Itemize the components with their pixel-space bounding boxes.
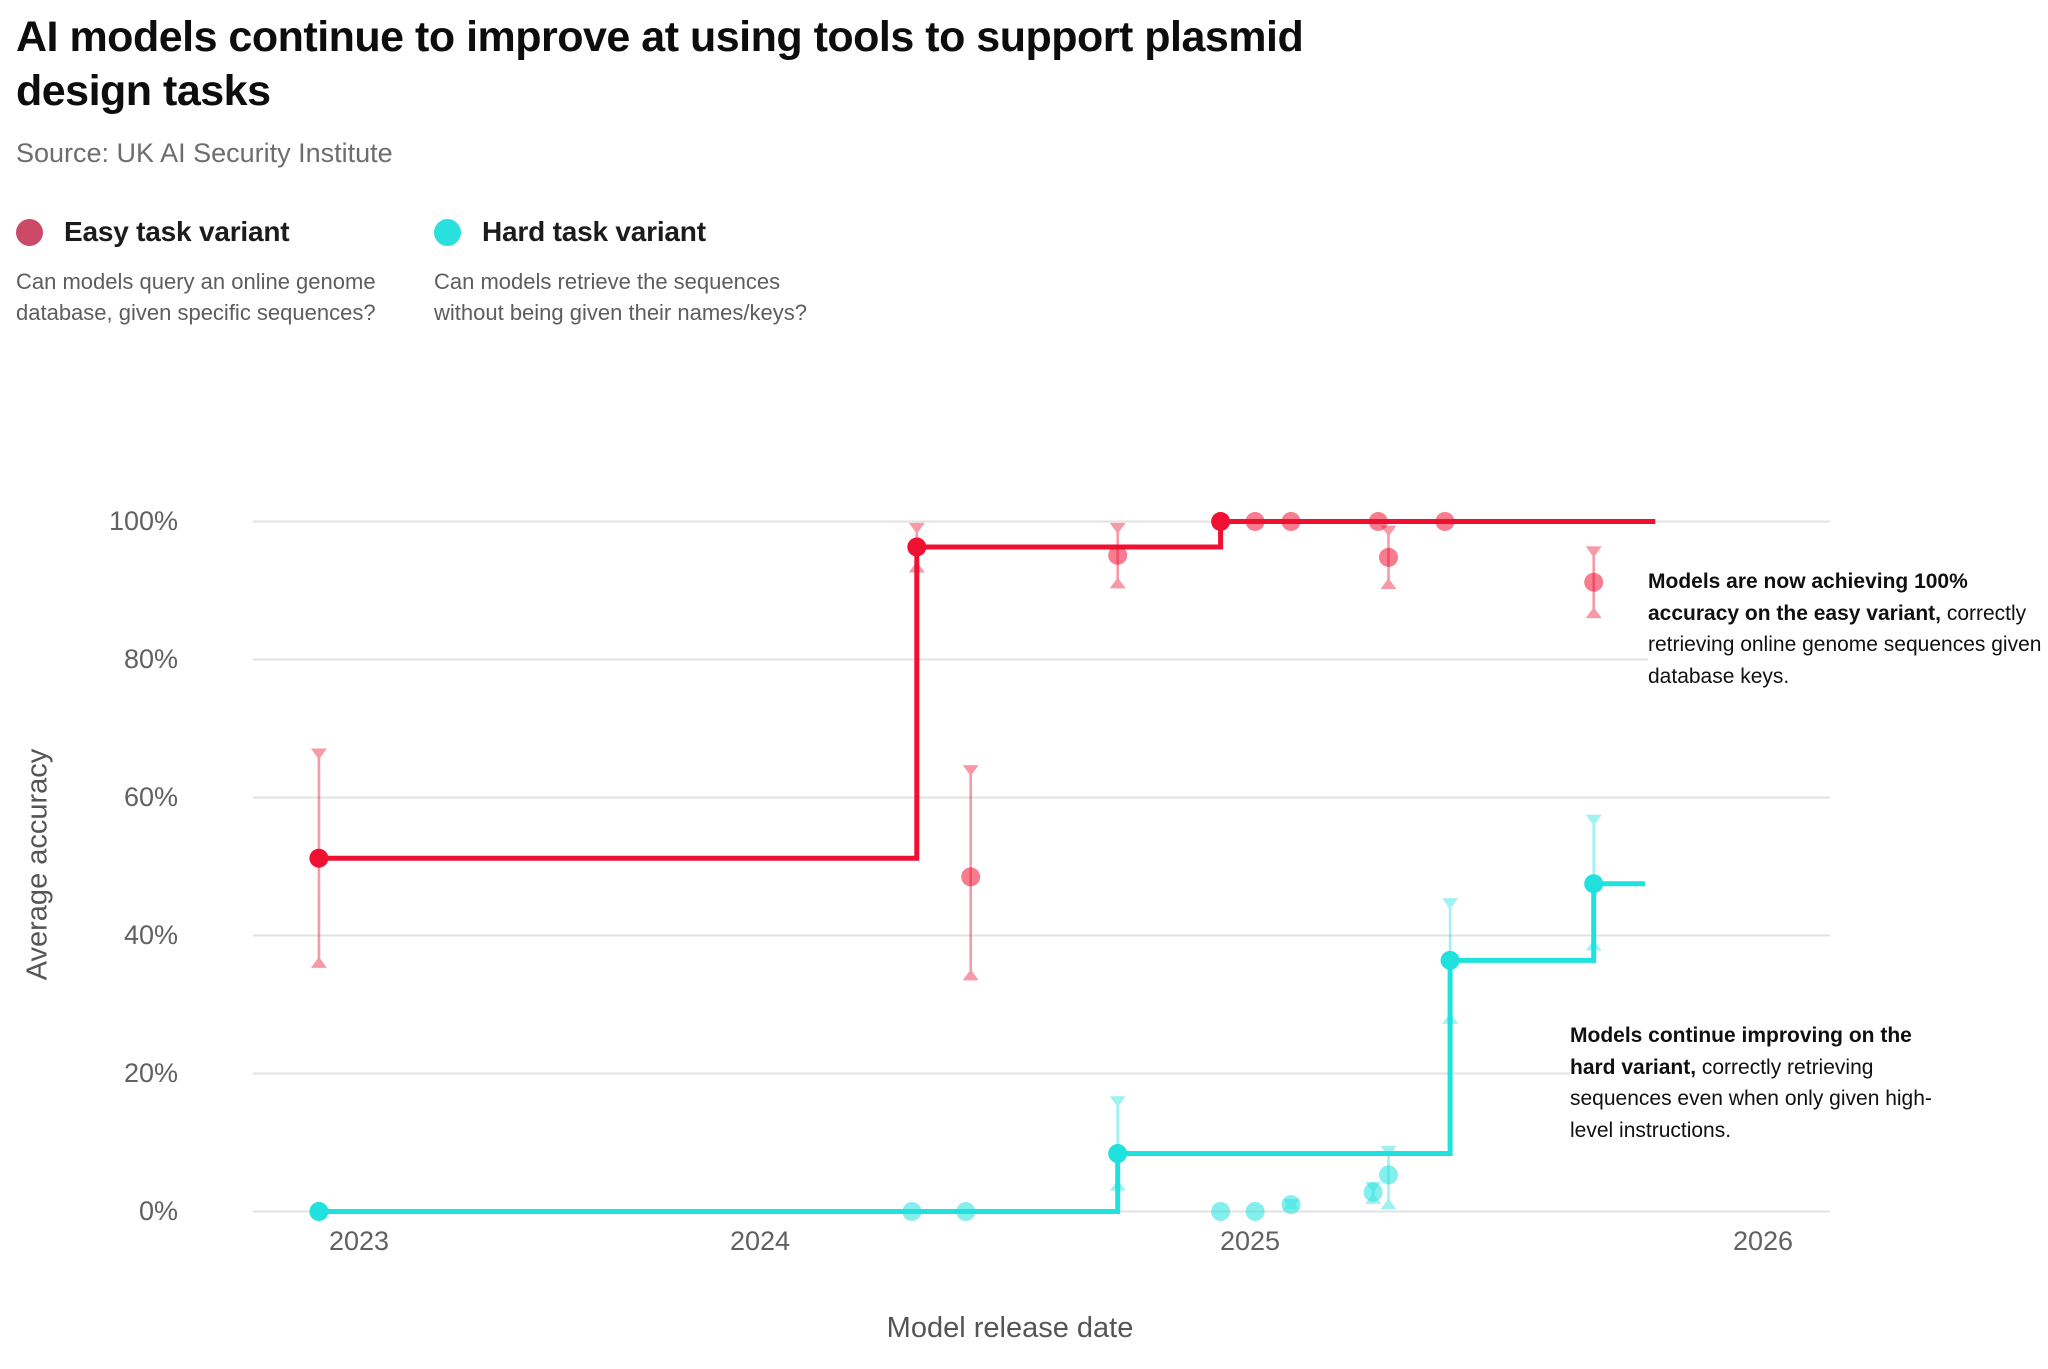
y-tick-label-40%: 40% [123,919,178,950]
y-tick-label-100%: 100% [108,505,178,536]
data-point [1211,1202,1231,1221]
y-tick-label-20%: 20% [123,1057,178,1088]
step-line [318,519,1656,861]
data-point [1108,1144,1128,1164]
x-axis-title: Model release date [886,1312,1134,1344]
legend-desc-easy: Can models query an online genome databa… [16,269,376,326]
annotation-hard-variant: Models continue improving on the hard va… [1570,1020,1962,1146]
data-point [1379,1165,1399,1185]
annotation-easy-variant: Models are now achieving 100% accuracy o… [1648,566,2044,692]
data-point [961,867,981,887]
series-1-other-models [961,512,1604,981]
easy-series-dot-icon [16,218,43,246]
x-tick-label-2024: 2024 [729,1226,791,1256]
source-text: Source: UK AI Security Institute [16,138,393,168]
page-title-line-1: AI models continue to improve at using t… [16,13,1304,61]
step-line [318,881,1646,1214]
legend-item-easy: Easy task variant Can models query an on… [16,216,376,328]
x-tick-label-2025: 2025 [1219,1226,1281,1256]
y-axis-title: Average accuracy [21,748,54,981]
data-point [1363,1182,1383,1202]
data-point [1108,545,1128,565]
series-2-frontier [309,814,1646,1221]
series-3-other-models [902,1145,1399,1221]
page-title: AI models continue to improve at using t… [16,10,1304,118]
data-point [1211,512,1231,531]
data-point [1435,512,1455,531]
data-point [1281,512,1301,531]
data-point [956,1202,976,1221]
data-point [309,848,329,868]
y-tick-label-80%: 80% [123,643,178,674]
legend-label-easy: Easy task variant [64,216,290,247]
legend-item-hard: Hard task variant Can models retrieve th… [434,216,807,328]
legend-label-hard: Hard task variant [482,216,706,247]
data-point [1281,1195,1301,1215]
data-point [1245,512,1265,531]
y-tick-label-0%: 0% [138,1195,178,1226]
data-point [1440,950,1460,970]
data-point [902,1202,922,1221]
legend-desc-hard: Can models retrieve the sequences withou… [434,269,807,326]
data-point [1245,1202,1265,1221]
data-point [1379,547,1399,567]
data-point [309,1202,329,1221]
y-tick-label-60%: 60% [123,781,178,812]
data-point [1584,874,1604,894]
x-tick-label-2026: 2026 [1732,1226,1794,1256]
x-tick-label-2023: 2023 [328,1226,390,1256]
data-point [1584,572,1604,592]
data-point [1368,512,1388,531]
data-point [907,537,927,557]
hard-series-dot-icon [434,218,461,246]
page-title-line-2: design tasks [16,67,271,116]
